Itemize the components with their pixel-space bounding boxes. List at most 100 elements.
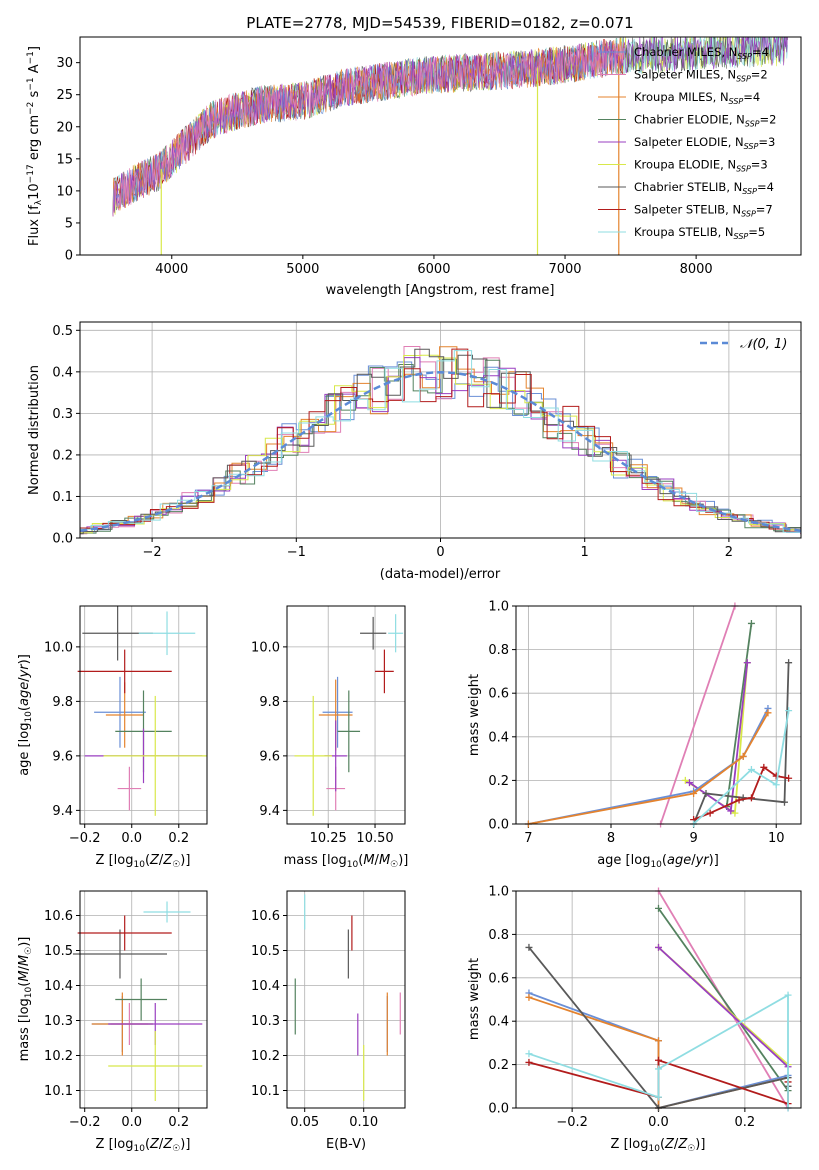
y-tick-label: 9.4 (52, 804, 73, 819)
y-tick-label: 0.4 (488, 1015, 509, 1030)
weight-marker-kroupa_stelib (655, 1093, 662, 1101)
x-tick-label: 0.0 (648, 1115, 669, 1130)
weight-marker-chabrier_elodie (655, 904, 662, 912)
weight-line-salpeter_elodie (657, 946, 789, 1068)
weight-marker-salpeter_elodie (655, 943, 662, 951)
x-tick-label: 4000 (155, 262, 188, 277)
y-tick-label: 9.8 (52, 695, 73, 710)
x-tick-label: 7000 (548, 262, 581, 277)
weight-marker-salpeter_elodie (743, 659, 751, 667)
y-tick-label: 9.8 (259, 695, 280, 710)
y-tick-label: 0.4 (52, 365, 73, 380)
spectrum-ylabel: Flux [fλ10−17 erg cm−2 s−1 A−1] (26, 46, 44, 246)
spectrum-frame (79, 36, 802, 256)
x-tick-label: −0.2 (69, 831, 101, 846)
y-tick-label: 10.2 (44, 1049, 73, 1064)
weight-marker-chabrier_stelib (525, 943, 533, 951)
y-tick-label: 20 (56, 120, 73, 135)
x-tick-label: −0.2 (556, 1115, 588, 1130)
y-tick-label: 10.3 (251, 1014, 280, 1029)
weight-line-kroupa_stelib (692, 710, 790, 824)
mass-age-panel: 10.25 10.50 9.4 9.6 9.8 10.0 mass [log10(M/M☉)… (251, 605, 408, 870)
weight-marker-salpeter_elodie (727, 807, 735, 815)
ebv-mass-panel: 0.05 0.10 10.1 10.2 10.3 10.4 10.5 10.6 E(B-V) (251, 890, 406, 1152)
y-tick-label: 10.2 (251, 1049, 280, 1064)
residual-hist-kroupa_stelib (80, 350, 801, 533)
x-tick-label: 8000 (680, 262, 713, 277)
x-tick-label: 9 (689, 831, 697, 846)
weight-marker-salpeter_stelib (735, 796, 743, 804)
y-tick-label: 10.1 (44, 1084, 73, 1099)
y-tick-label: 0.0 (488, 818, 509, 833)
x-tick-label: 1 (581, 545, 589, 560)
axes-frame (515, 890, 802, 1109)
y-tick-label: 9.6 (52, 749, 73, 764)
x-tick-label: 0.0 (121, 1115, 142, 1130)
normal-legend-label: 𝒩(0, 1) (740, 337, 787, 352)
x-tick-label: 6000 (417, 262, 450, 277)
axes-frame (286, 890, 406, 1109)
legend-label-salpeter_stelib: Salpeter STELIB, NSSP=7 (634, 203, 773, 219)
y-tick-label: 0.2 (488, 774, 509, 789)
y-tick-label: 0.5 (52, 324, 73, 339)
age-weight-ylabel: mass weight (467, 674, 482, 756)
x-tick-label: 10.25 (310, 831, 347, 846)
weight-marker-kroupa_stelib (525, 1050, 533, 1058)
weight-marker-chabrier_stelib (702, 789, 710, 797)
y-tick-label: 10.1 (251, 1084, 280, 1099)
weight-marker-salpeter_stelib (706, 809, 714, 817)
weight-line-chabrier_elodie (725, 623, 753, 807)
residuals-frame (79, 321, 802, 539)
x-tick-label: 0.2 (735, 1115, 756, 1130)
z-weight-ylabel: mass weight (467, 958, 482, 1040)
y-tick-label: 10.4 (251, 979, 280, 994)
y-tick-label: 10 (56, 184, 73, 199)
weight-line-kroupa_miles (528, 712, 769, 824)
y-tick-label: 0.3 (52, 407, 73, 422)
z-mass-ylabel: mass [log10(M/M☉)] (17, 937, 34, 1062)
legend-label-kroupa_elodie: Kroupa ELODIE, NSSP=3 (634, 158, 768, 174)
x-tick-label: −0.2 (69, 1115, 101, 1130)
age-weight-panel: 7 8 9 10 0.0 0.2 0.4 0.6 0.8 1.0 age [log10(age/yr… (467, 600, 802, 870)
y-tick-label: 15 (56, 152, 73, 167)
y-tick-label: 0.8 (488, 928, 509, 943)
weight-marker-kroupa_stelib (655, 1065, 662, 1073)
weight-marker-salpeter_stelib (785, 774, 793, 782)
weight-marker-salpeter_stelib (525, 1058, 533, 1066)
residual-hist-kroupa_elodie (80, 354, 801, 534)
z-age-xlabel: Z [log10(Z/Z☉)] (96, 853, 191, 870)
weight-marker-chabrier_elodie (747, 619, 755, 627)
y-tick-label: 0 (65, 249, 73, 264)
x-tick-label: 2 (725, 545, 733, 560)
weight-marker-kroupa_elodie (681, 776, 689, 784)
legend-label-chabrier_stelib: Chabrier STELIB, NSSP=4 (634, 180, 774, 196)
y-tick-label: 0.4 (488, 730, 509, 745)
age-weight-xlabel: age [log10(age/yr)] (597, 853, 719, 870)
axes-frame (515, 605, 802, 825)
axes-frame (286, 605, 406, 825)
weight-marker-kroupa_stelib (784, 991, 792, 999)
legend-label-kroupa_stelib: Kroupa STELIB, NSSP=5 (634, 225, 765, 241)
weight-marker-chabrier_stelib (780, 798, 788, 806)
x-tick-label: 7 (524, 831, 532, 846)
x-tick-label: −2 (143, 545, 162, 560)
y-tick-label: 10.5 (44, 944, 73, 959)
spectrum-xlabel: wavelength [Angstrom, rest frame] (326, 283, 555, 298)
weight-marker-kroupa_miles (739, 752, 747, 760)
residuals-ylabel: Normed distribution (27, 365, 42, 495)
x-tick-label: 10.50 (356, 831, 393, 846)
x-tick-label: 0.2 (168, 1115, 189, 1130)
weight-marker-kroupa_miles (690, 789, 698, 797)
x-tick-label: 8 (607, 831, 615, 846)
x-tick-label: 0.05 (290, 1115, 319, 1130)
weight-marker-kroupa_miles (655, 1037, 662, 1045)
y-tick-label: 1.0 (488, 885, 509, 900)
y-tick-label: 30 (56, 56, 73, 71)
weight-marker-kroupa_stelib (747, 766, 755, 773)
residuals-xlabel: (data-model)/error (380, 567, 501, 582)
weight-marker-kroupa_elodie (731, 809, 739, 817)
y-tick-label: 0.1 (52, 490, 73, 505)
spectrum-title: PLATE=2778, MJD=54539, FIBERID=0182, z=0… (246, 14, 633, 32)
z-weight-panel: −0.2 0.0 0.2 0.0 0.2 0.4 0.6 0.8 1.0 Z [log10(Z/Z… (467, 885, 802, 1154)
